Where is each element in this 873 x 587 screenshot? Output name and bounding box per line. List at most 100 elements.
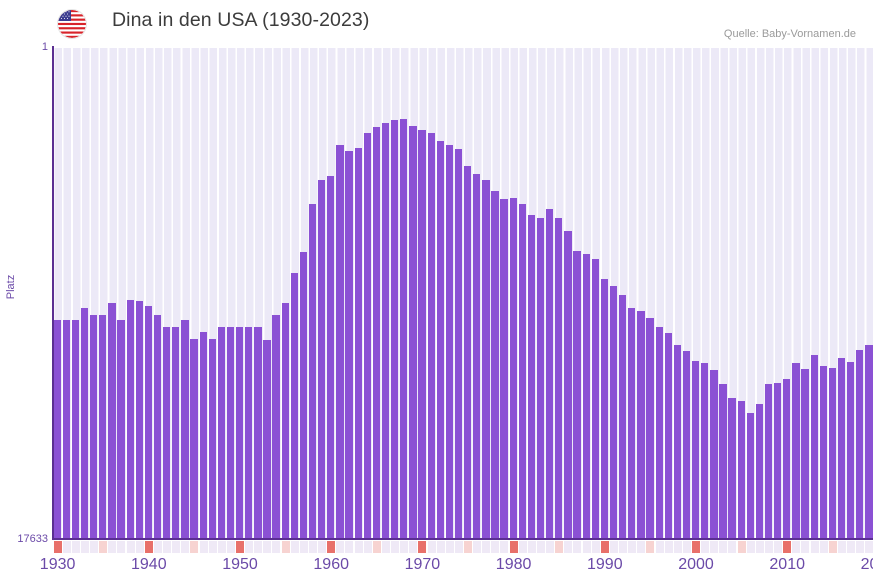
bar-1973[interactable]	[445, 145, 454, 538]
bar-1999[interactable]	[682, 350, 691, 538]
bar-1952[interactable]	[254, 326, 262, 538]
bar-1953[interactable]	[263, 339, 271, 538]
bar-1990[interactable]	[600, 278, 609, 538]
bar-2014[interactable]	[819, 366, 827, 538]
bar-1983[interactable]	[536, 217, 545, 538]
bar-1987[interactable]	[573, 250, 581, 538]
bar-1976[interactable]	[473, 174, 481, 538]
bar-1949[interactable]	[226, 327, 235, 538]
bar-1969[interactable]	[409, 125, 417, 538]
bar-1945[interactable]	[190, 339, 198, 538]
bar-1978[interactable]	[491, 191, 499, 538]
bar-2016[interactable]	[837, 357, 846, 538]
bar-1964[interactable]	[363, 132, 371, 538]
bar-1946[interactable]	[199, 332, 207, 538]
bar-2017[interactable]	[847, 362, 855, 538]
bar-1995[interactable]	[646, 317, 654, 538]
x-tick-minor-1987	[573, 541, 582, 553]
bar-1974[interactable]	[454, 149, 463, 538]
bar-1948[interactable]	[217, 327, 226, 538]
bar-1970[interactable]	[418, 129, 426, 538]
bar-2003[interactable]	[719, 384, 727, 538]
bar-2019[interactable]	[865, 345, 873, 538]
bar-2006[interactable]	[746, 413, 755, 538]
bar-1940[interactable]	[144, 305, 153, 538]
bar-2013[interactable]	[810, 355, 818, 538]
bar-1993[interactable]	[628, 307, 636, 538]
bar-1994[interactable]	[637, 310, 645, 538]
x-tick-minor-2003	[719, 541, 728, 553]
bar-2018[interactable]	[856, 349, 864, 538]
bar-1954[interactable]	[272, 314, 280, 538]
bar-1981[interactable]	[518, 203, 527, 538]
bar-1938[interactable]	[126, 299, 134, 538]
bar-1968[interactable]	[400, 118, 408, 538]
bar-1991[interactable]	[609, 285, 618, 538]
y-axis-line	[52, 46, 54, 540]
bar-1930[interactable]	[53, 319, 61, 538]
bar-1959[interactable]	[318, 179, 326, 538]
bar-1988[interactable]	[582, 253, 590, 538]
bar-1996[interactable]	[655, 327, 663, 538]
bar-2007[interactable]	[755, 403, 764, 538]
bar-1939[interactable]	[135, 300, 143, 538]
bar-2001[interactable]	[701, 363, 709, 538]
bar-1965[interactable]	[372, 127, 381, 538]
bar-1975[interactable]	[464, 166, 472, 538]
bar-1947[interactable]	[208, 339, 216, 538]
bar-2009[interactable]	[774, 382, 782, 538]
bar-1931[interactable]	[62, 319, 71, 538]
x-tick-half-1965	[372, 541, 381, 553]
bar-1935[interactable]	[99, 314, 107, 538]
bar-1986[interactable]	[564, 231, 572, 538]
bar-1985[interactable]	[555, 217, 563, 538]
bar-1934[interactable]	[90, 314, 98, 538]
bar-1955[interactable]	[281, 302, 289, 538]
bar-1984[interactable]	[546, 209, 554, 538]
bar-1998[interactable]	[673, 345, 682, 538]
bar-1943[interactable]	[172, 327, 180, 538]
bar-2002[interactable]	[710, 370, 718, 538]
bar-1967[interactable]	[391, 120, 399, 538]
bar-1956[interactable]	[290, 273, 299, 538]
bar-1937[interactable]	[117, 319, 125, 538]
bar-1966[interactable]	[381, 123, 390, 538]
bar-1979[interactable]	[500, 199, 508, 538]
page-title: Dina in den USA (1930-2023)	[112, 9, 370, 31]
x-tick-minor-1961	[336, 541, 345, 553]
bar-1982[interactable]	[527, 214, 536, 538]
x-axis-label-1930: 1930	[39, 556, 76, 573]
bar-1962[interactable]	[345, 150, 353, 538]
bar-1980[interactable]	[509, 198, 517, 538]
bar-1941[interactable]	[153, 314, 162, 538]
bar-1933[interactable]	[80, 307, 89, 538]
bar-1992[interactable]	[619, 295, 627, 538]
bar-2004[interactable]	[728, 398, 736, 538]
bar-1951[interactable]	[245, 326, 253, 538]
bar-2012[interactable]	[801, 368, 809, 538]
bar-2000[interactable]	[692, 360, 700, 538]
bar-1989[interactable]	[591, 259, 599, 538]
bar-1950[interactable]	[236, 326, 244, 538]
bar-2008[interactable]	[764, 384, 773, 538]
bar-2005[interactable]	[737, 400, 745, 538]
bar-1932[interactable]	[71, 319, 80, 538]
bar-1961[interactable]	[336, 145, 344, 538]
bar-1963[interactable]	[354, 148, 362, 538]
x-tick-major-1970	[418, 541, 427, 553]
bar-1958[interactable]	[308, 203, 317, 538]
bar-1936[interactable]	[108, 302, 116, 538]
bar-1942[interactable]	[163, 326, 171, 538]
bar-1972[interactable]	[436, 141, 444, 538]
bar-1977[interactable]	[482, 179, 490, 538]
bar-2010[interactable]	[783, 378, 791, 538]
x-tick-minor-1973	[445, 541, 454, 553]
bar-1960[interactable]	[327, 175, 335, 538]
bar-1944[interactable]	[181, 319, 189, 538]
x-tick-minor-1954	[272, 541, 281, 553]
bar-2011[interactable]	[792, 363, 800, 538]
bar-1957[interactable]	[299, 252, 308, 538]
bar-1971[interactable]	[427, 132, 435, 538]
bar-1997[interactable]	[664, 332, 672, 538]
bar-2015[interactable]	[828, 367, 837, 538]
